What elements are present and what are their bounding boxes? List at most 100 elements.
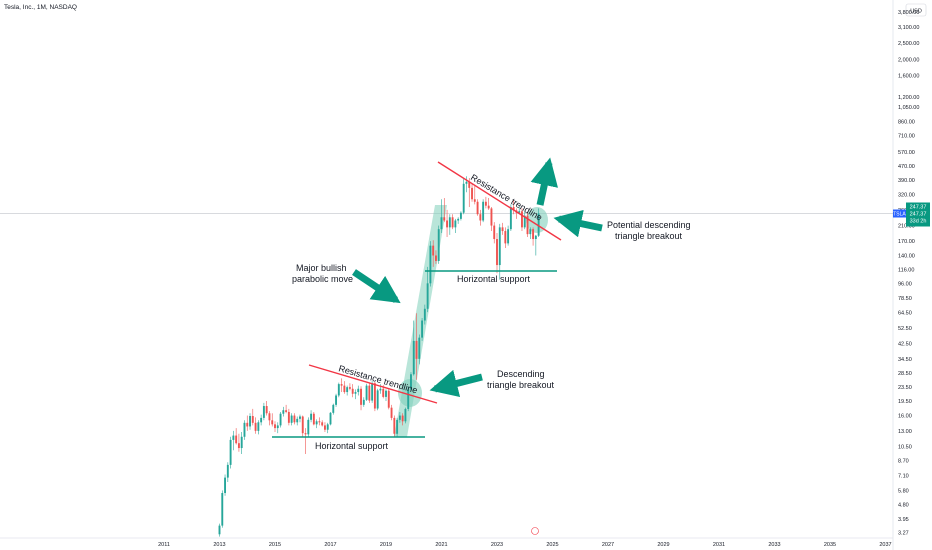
candle-body [429, 245, 432, 284]
x-tick-label: 2011 [158, 542, 170, 548]
candle-body [526, 215, 529, 235]
candle-body [404, 408, 407, 422]
y-tick-label: 3.27 [898, 531, 909, 537]
last-price-label: 247.37 [910, 204, 927, 210]
candle-body [496, 239, 498, 266]
candle-body [237, 443, 240, 449]
y-tick-label: 1,050.00 [898, 105, 919, 111]
annotation-parabolic-line2: parabolic move [292, 274, 353, 284]
candle-body [382, 388, 385, 397]
x-tick-label: 2021 [435, 542, 447, 548]
arrow-parabolic [352, 269, 401, 304]
resistance-trendline-1 [308, 364, 438, 404]
candle-body [451, 217, 454, 228]
x-tick-label: 2019 [380, 542, 392, 548]
y-tick-label: 390.00 [898, 178, 915, 184]
candle-body [459, 212, 462, 219]
candle-body [393, 417, 396, 434]
candle-body [293, 415, 296, 423]
candle-body [312, 413, 315, 425]
candle-body [412, 340, 415, 375]
annotation-breakout-1-line2: triangle breakout [487, 380, 555, 390]
candle-body [521, 211, 523, 228]
candle-body [274, 424, 276, 429]
candle-body [440, 217, 443, 230]
y-tick-label: 3.95 [898, 517, 909, 523]
candle-body [240, 436, 243, 449]
candle-body [226, 464, 229, 478]
candle-body [487, 205, 490, 209]
symbol-tag [893, 209, 906, 218]
candle-body [373, 383, 376, 409]
y-tick-label: 64.50 [898, 311, 912, 317]
bar-countdown-label: 33d 2h [910, 218, 927, 224]
candle-body [446, 220, 448, 228]
candle-body [484, 201, 487, 206]
arrow-target-up [530, 157, 558, 206]
annotation-breakout-2-line1: Potential descending [607, 220, 691, 230]
candle-body [362, 399, 365, 405]
currency-button[interactable] [905, 3, 927, 17]
y-tick-label: 34.50 [898, 357, 912, 363]
x-tick-label: 2013 [213, 542, 225, 548]
candle-body [357, 388, 360, 393]
candle-body [468, 181, 471, 188]
candle-body [224, 477, 226, 494]
candle-body [329, 412, 332, 425]
candle-body [351, 388, 354, 394]
y-tick-label: 10.50 [898, 445, 912, 451]
x-tick-label: 2035 [824, 542, 836, 548]
candle-body [432, 245, 435, 256]
breakout-highlight-2020 [398, 379, 422, 407]
event-marker-icon[interactable] [531, 527, 539, 535]
y-tick-label: 140.00 [898, 253, 915, 259]
candle-body [265, 406, 268, 414]
candle-body [443, 217, 446, 221]
candle-body [490, 208, 493, 226]
candlesticks [218, 176, 540, 537]
y-tick-label: 2,000.00 [898, 57, 919, 63]
y-tick-label: 470.00 [898, 164, 915, 170]
candle-body [346, 387, 349, 393]
x-tick-label: 2015 [269, 542, 281, 548]
candle-body [385, 390, 387, 397]
candle-body [537, 213, 540, 236]
candle-body [482, 201, 485, 221]
y-tick-label: 570.00 [898, 150, 915, 156]
candle-body [326, 424, 329, 430]
y-tick-label: 210.00 [898, 224, 915, 230]
candle-body [512, 207, 515, 211]
candle-body [276, 425, 279, 429]
candle-body [418, 337, 421, 359]
x-tick-label: 2037 [879, 542, 891, 548]
candle-body [299, 416, 301, 419]
x-tick-label: 2025 [546, 542, 558, 548]
x-axis-ticks: 2011 2013 2015 2017 2019 2021 2023 2025 2027 2029… [158, 542, 892, 548]
candle-body [523, 215, 526, 228]
y-tick-label: 1,600.00 [898, 74, 919, 80]
candle-body [318, 421, 321, 423]
candle-body [479, 214, 482, 221]
candle-body [354, 392, 357, 394]
y-tick-label: 13.00 [898, 429, 912, 435]
candle-body [249, 416, 251, 427]
symbol-tag-label: TSLA [893, 211, 906, 217]
candle-body [390, 407, 393, 418]
candle-body [285, 410, 288, 412]
candle-body [471, 187, 473, 200]
candle-body [260, 417, 263, 423]
candle-body [262, 406, 265, 418]
y-axis-ticks: 3.27 3.95 4.80 5.80 7.10 8.70 10.50 13.00 16.00 1… [898, 10, 919, 537]
candle-body [348, 387, 351, 389]
candle-body [437, 229, 440, 261]
candle-body [340, 384, 343, 386]
candle-body [401, 415, 404, 422]
candle-body [335, 395, 337, 405]
candle-body [307, 419, 310, 435]
y-tick-label: 19.50 [898, 399, 912, 405]
y-tick-label: 96.00 [898, 281, 912, 287]
y-tick-label: 4.80 [898, 502, 909, 508]
candle-body [532, 229, 535, 240]
candle-body [232, 435, 235, 440]
